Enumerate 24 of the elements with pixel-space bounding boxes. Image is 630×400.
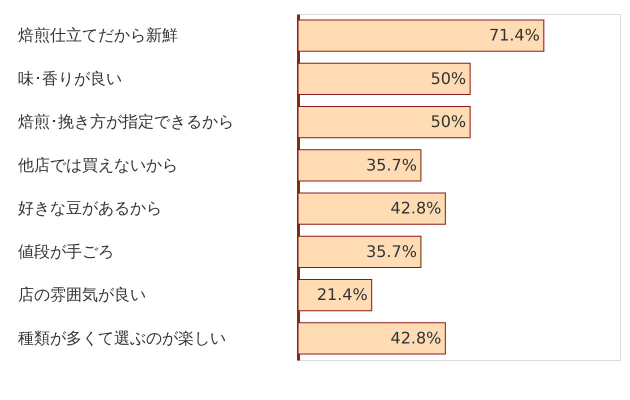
y-tick-label: 味･香りが良い xyxy=(18,68,122,88)
y-tick-label: 焙煎仕立てだから新鮮 xyxy=(18,26,178,45)
data-label: 21.4% xyxy=(316,285,368,304)
bar xyxy=(298,20,544,52)
bar xyxy=(298,149,422,182)
y-tick-label: 焙煎･挽き方が指定できるから xyxy=(18,112,234,132)
y-tick-label: 店の雰囲気が良い xyxy=(18,285,146,304)
bar xyxy=(298,62,471,95)
bar xyxy=(298,236,422,268)
data-label: 35.7% xyxy=(366,242,417,261)
y-tick-label: 値段が手ごろ xyxy=(18,242,114,261)
bar xyxy=(298,192,446,225)
y-tick-label: 好きな豆があるから xyxy=(18,198,162,218)
data-label: 42.8% xyxy=(390,328,442,348)
data-label: 71.4% xyxy=(488,26,540,45)
y-tick-label: 他店では買えないから xyxy=(18,155,178,174)
data-label: 42.8% xyxy=(390,198,442,218)
bar xyxy=(298,106,471,138)
data-label: 50% xyxy=(430,112,466,132)
y-tick-label: 種類が多くて選ぶのが楽しい xyxy=(18,328,226,348)
data-label: 35.7% xyxy=(366,155,417,174)
data-label: 50% xyxy=(430,68,466,88)
bar xyxy=(298,279,372,312)
bar xyxy=(298,322,446,354)
